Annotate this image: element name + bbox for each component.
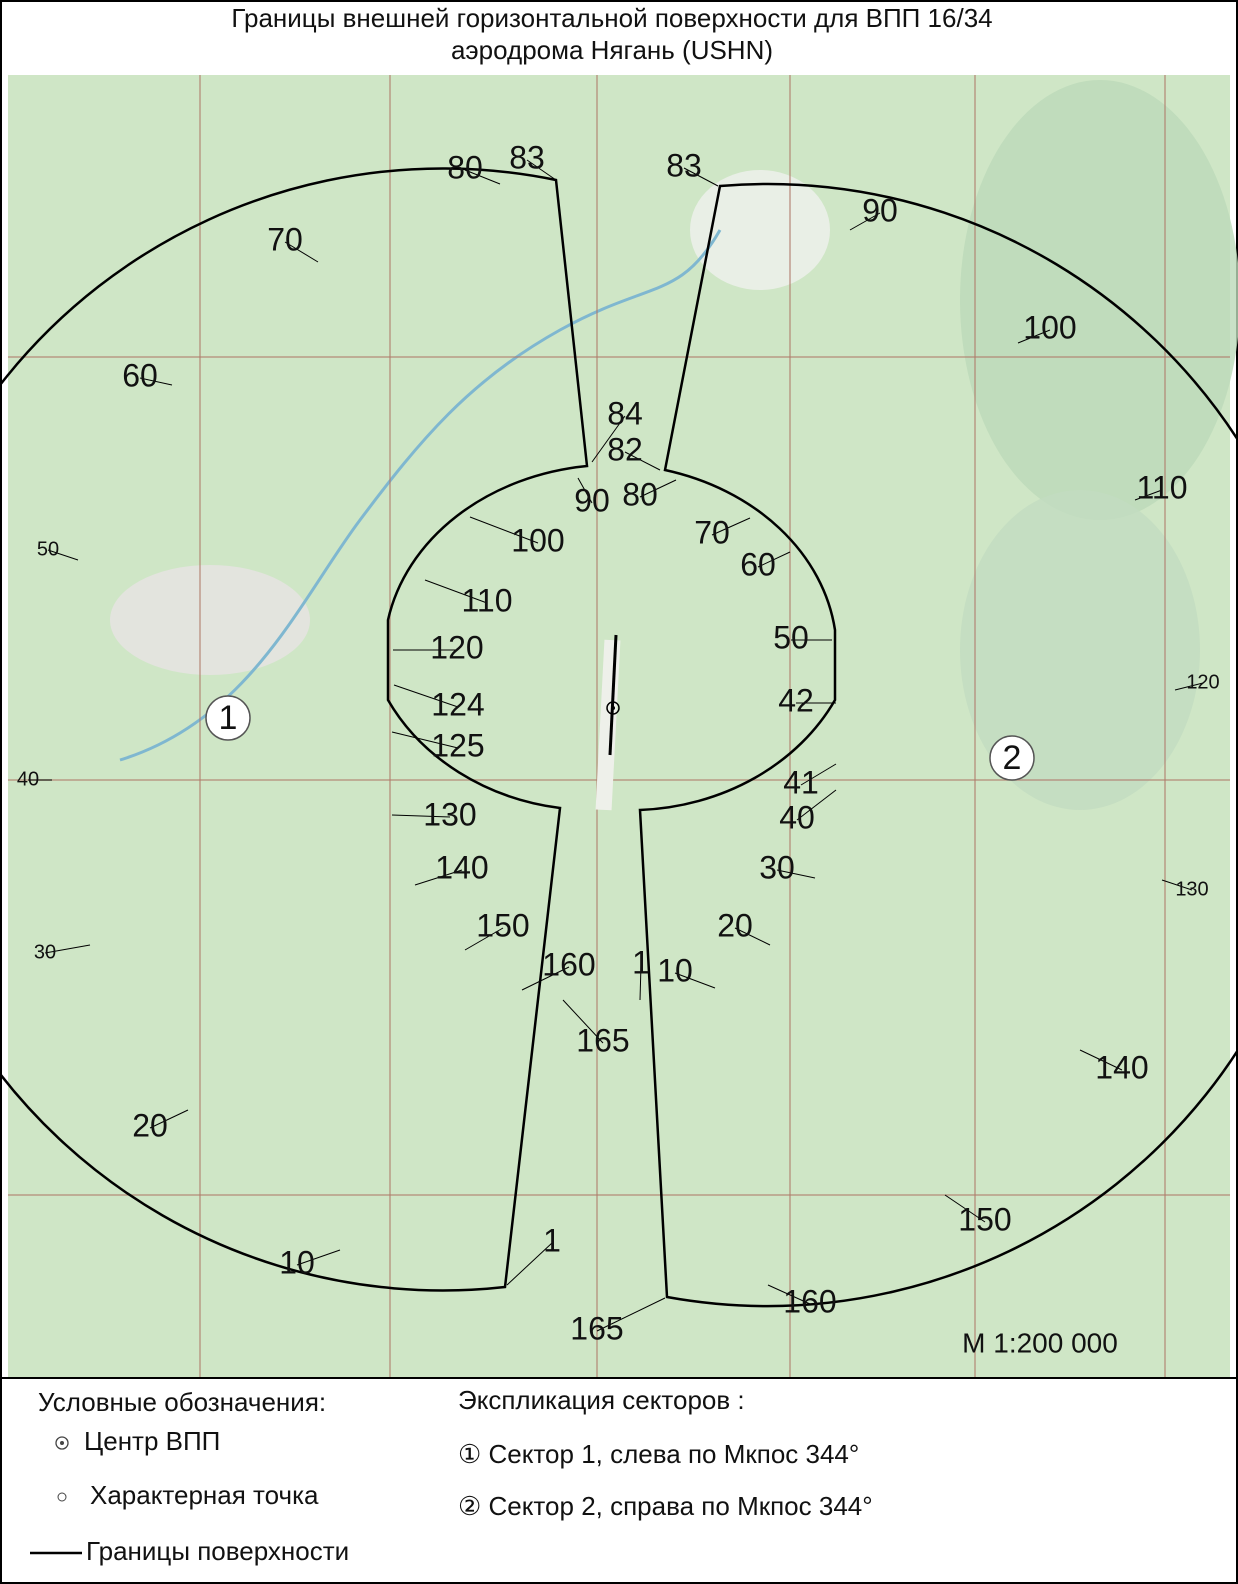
point-label: 83 bbox=[509, 139, 545, 175]
point-label: 150 bbox=[958, 1201, 1011, 1237]
point-label: 140 bbox=[435, 849, 488, 885]
legend-item: Центр ВПП bbox=[84, 1426, 220, 1456]
legend-item: Границы поверхности bbox=[86, 1536, 349, 1566]
forest bbox=[960, 80, 1238, 520]
legend-symbol bbox=[60, 1441, 64, 1445]
point-label: 130 bbox=[1175, 878, 1208, 900]
point-label: 42 bbox=[778, 682, 814, 718]
title-line: Границы внешней горизонтальной поверхнос… bbox=[231, 3, 992, 33]
point-label: 150 bbox=[476, 907, 529, 943]
point-label: 50 bbox=[37, 538, 59, 560]
point-label: 160 bbox=[542, 946, 595, 982]
point-label: 90 bbox=[574, 482, 610, 518]
point-label: 80 bbox=[622, 476, 658, 512]
legend-item: Характерная точка bbox=[90, 1480, 319, 1510]
point-label: 160 bbox=[783, 1283, 836, 1319]
sector-label: 1 bbox=[219, 699, 238, 737]
point-label: 70 bbox=[694, 514, 730, 550]
point-label: 40 bbox=[779, 799, 815, 835]
point-label: 30 bbox=[34, 941, 56, 963]
point-label: 70 bbox=[267, 221, 303, 257]
point-label: 165 bbox=[576, 1022, 629, 1058]
point-label: 20 bbox=[132, 1107, 168, 1143]
point-label: 110 bbox=[461, 582, 512, 618]
point-label: 120 bbox=[1186, 671, 1219, 693]
point-label: 125 bbox=[431, 727, 484, 763]
point-label: 84 bbox=[607, 395, 643, 431]
point-label: 10 bbox=[279, 1244, 315, 1280]
point-label: 60 bbox=[740, 546, 776, 582]
point-label: 83 bbox=[666, 147, 702, 183]
explication-title: Экспликация секторов : bbox=[458, 1385, 745, 1415]
point-label: 82 bbox=[607, 431, 643, 467]
sector-label: 2 bbox=[1003, 739, 1022, 777]
point-label: 110 bbox=[1136, 469, 1187, 505]
point-label: 20 bbox=[717, 907, 753, 943]
point-label: 100 bbox=[1023, 309, 1076, 345]
point-label: 30 bbox=[759, 849, 795, 885]
point-label: 41 bbox=[783, 764, 819, 800]
point-label: 40 bbox=[17, 768, 39, 790]
town bbox=[110, 565, 310, 675]
point-label: 50 bbox=[773, 619, 809, 655]
point-label: 80 bbox=[447, 149, 483, 185]
point-label: 90 bbox=[862, 192, 898, 228]
page: Границы внешней горизонтальной поверхнос… bbox=[0, 0, 1238, 1584]
point-label: 165 bbox=[570, 1310, 623, 1346]
point-label: 140 bbox=[1095, 1049, 1148, 1085]
point-label: 1 bbox=[543, 1222, 561, 1258]
title-line: аэродрома Нягань (USHN) bbox=[451, 35, 773, 65]
scale: М 1:200 000 bbox=[962, 1327, 1118, 1358]
point-label: 10 bbox=[657, 952, 693, 988]
point-label: 60 bbox=[122, 357, 158, 393]
point-label: 124 bbox=[431, 686, 484, 722]
runway-center bbox=[611, 706, 615, 710]
legend-title: Условные обозначения: bbox=[38, 1387, 326, 1417]
explication-item: ① Сектор 1, слева по Мкпос 344° bbox=[458, 1439, 859, 1469]
point-label: 120 bbox=[430, 629, 483, 665]
point-label: 100 bbox=[511, 522, 564, 558]
explication-item: ② Сектор 2, справа по Мкпос 344° bbox=[458, 1491, 873, 1521]
point-label: 130 bbox=[423, 796, 476, 832]
